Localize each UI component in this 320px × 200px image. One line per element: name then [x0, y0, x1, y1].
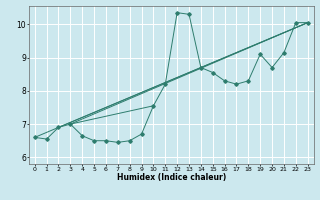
X-axis label: Humidex (Indice chaleur): Humidex (Indice chaleur)	[116, 173, 226, 182]
